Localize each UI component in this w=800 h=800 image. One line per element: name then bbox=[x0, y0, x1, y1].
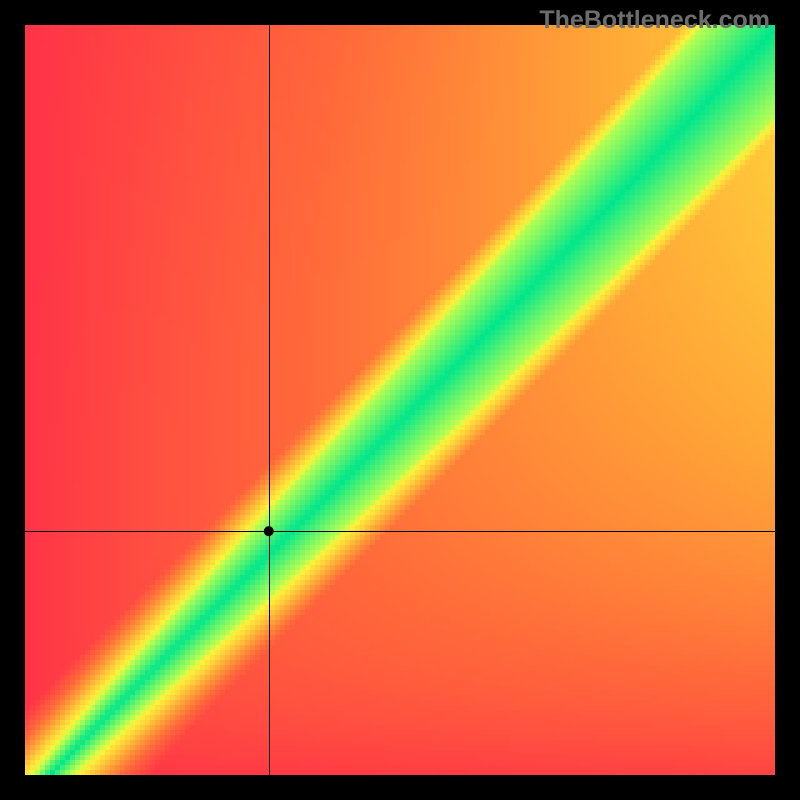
bottleneck-heatmap-canvas bbox=[0, 0, 800, 800]
watermark-text: TheBottleneck.com bbox=[539, 6, 770, 35]
chart-container: TheBottleneck.com bbox=[0, 0, 800, 800]
